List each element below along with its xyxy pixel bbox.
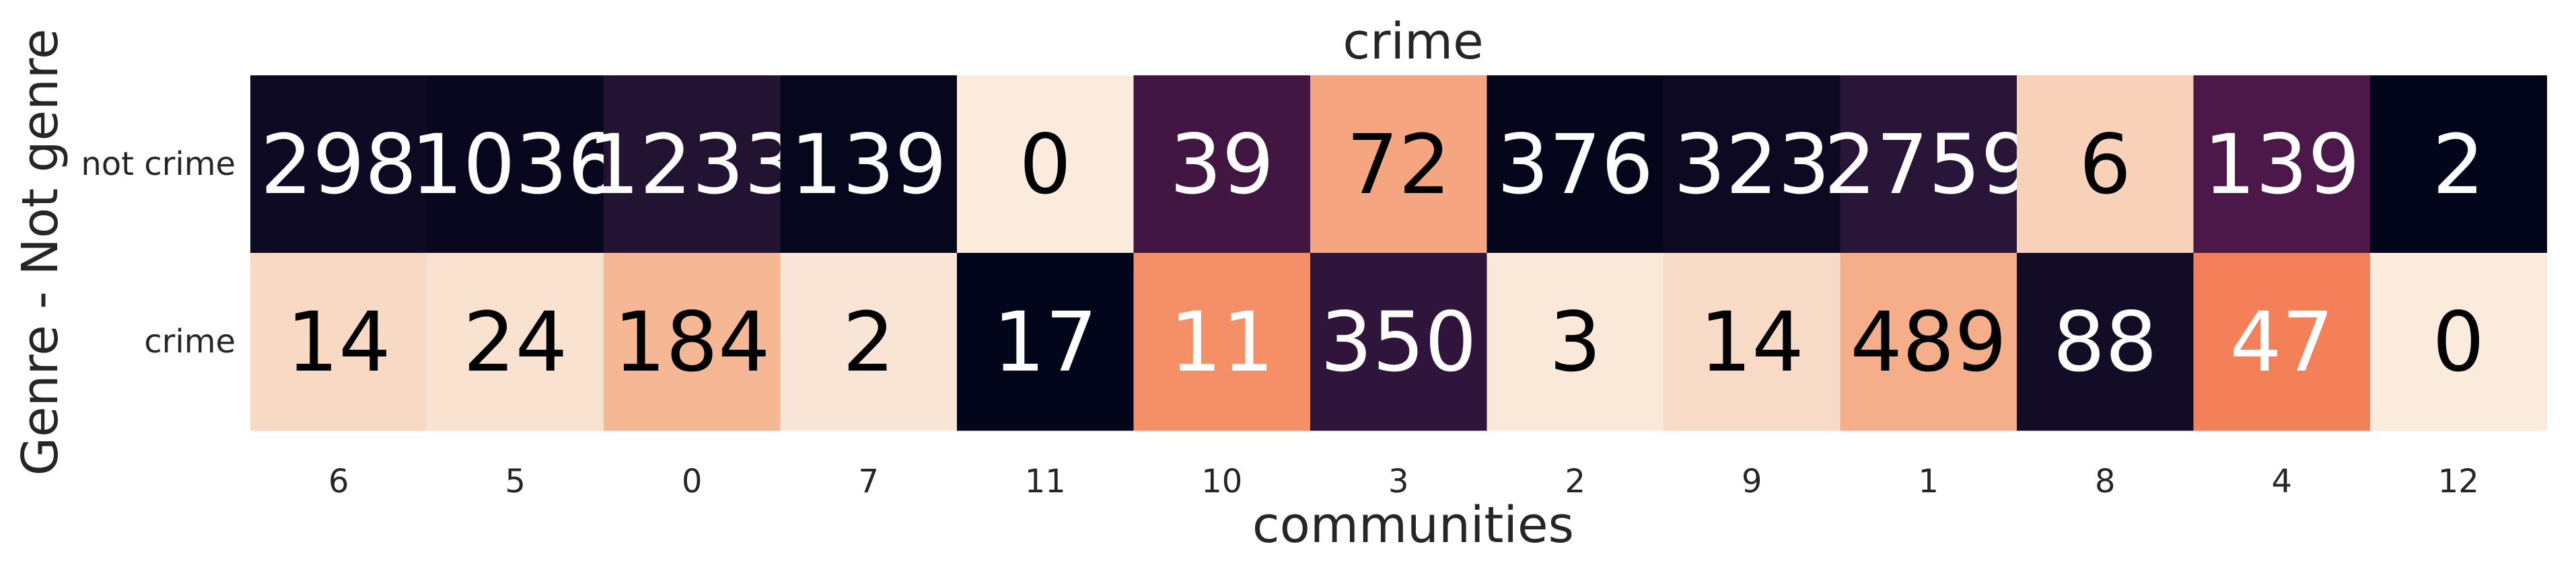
heatmap-cell	[1487, 75, 1664, 254]
cell-value-label: 298	[260, 117, 417, 213]
heatmap-cell	[957, 75, 1134, 254]
x-tick-label: 3	[1388, 463, 1409, 500]
heatmap-cells: 2981410362412331841392017391172350376332…	[250, 75, 2547, 431]
x-tick-labels: 6 5 0 7 11 10 3 2 9 1 8 4 12	[328, 463, 2479, 500]
heatmap-cell	[2193, 253, 2371, 431]
heatmap-cell	[427, 253, 604, 431]
heatmap-cell	[1663, 75, 1840, 254]
x-tick-label: 1	[1918, 463, 1939, 500]
x-tick-label: 9	[1742, 463, 1762, 500]
x-tick-label: 7	[858, 463, 879, 500]
heatmap-cell	[1840, 75, 2017, 254]
x-tick-label: 2	[1565, 463, 1585, 500]
heatmap-cell	[957, 253, 1134, 431]
heatmap-cell	[427, 75, 604, 254]
y-axis-label: Genre - Not genre	[11, 29, 69, 476]
heatmap-cell	[2370, 75, 2547, 254]
cell-value-label: 47	[2229, 295, 2334, 390]
x-tick-label: 4	[2271, 463, 2292, 500]
cell-value-label: 139	[790, 117, 947, 213]
cell-value-label: 14	[1700, 295, 1804, 390]
heatmap-cell	[250, 75, 427, 254]
y-tick-labels: not crime crime	[81, 145, 236, 360]
cell-value-label: 11	[1170, 295, 1274, 390]
x-tick-label: 12	[2438, 463, 2479, 500]
chart-title: crime	[1343, 13, 1483, 71]
heatmap-cell	[780, 75, 958, 254]
heatmap-cell	[1310, 75, 1487, 254]
heatmap-cell	[2017, 75, 2194, 254]
heatmap-cell	[1840, 253, 2017, 431]
cell-value-label: 323	[1674, 117, 1830, 213]
cell-value-label: 2759	[1824, 117, 2033, 213]
y-tick-label: not crime	[81, 145, 236, 183]
cell-value-label: 3	[1549, 295, 1602, 390]
heatmap-cell	[604, 75, 781, 254]
cell-value-label: 1036	[411, 117, 620, 213]
cell-value-label: 184	[614, 295, 771, 390]
x-tick-label: 8	[2095, 463, 2116, 500]
x-tick-label: 0	[682, 463, 703, 500]
cell-value-label: 0	[1019, 117, 1071, 213]
cell-value-label: 72	[1347, 117, 1451, 213]
cell-value-label: 350	[1320, 295, 1477, 390]
heatmap-cell	[2193, 75, 2371, 254]
heatmap-cell	[1133, 75, 1311, 254]
heatmap-cell	[1487, 253, 1664, 431]
cell-value-label: 376	[1497, 117, 1653, 213]
cell-value-label: 17	[993, 295, 1098, 390]
cell-value-label: 1233	[587, 117, 796, 213]
x-tick-label: 10	[1201, 463, 1242, 500]
heatmap-cell	[250, 253, 427, 431]
x-tick-label: 6	[328, 463, 349, 500]
x-axis-label: communities	[1252, 496, 1574, 554]
cell-value-label: 0	[2432, 295, 2484, 390]
y-tick-label: crime	[144, 323, 236, 360]
cell-value-label: 6	[2079, 117, 2131, 213]
cell-value-label: 2	[2432, 117, 2484, 213]
heatmap-cell	[780, 253, 958, 431]
heatmap-cell	[2370, 253, 2547, 431]
cell-value-label: 2	[843, 295, 895, 390]
cell-value-label: 489	[1850, 295, 2007, 390]
cell-value-label: 139	[2203, 117, 2360, 213]
cell-value-label: 39	[1170, 117, 1274, 213]
heatmap-cell	[604, 253, 781, 431]
heatmap-cell	[1663, 253, 1840, 431]
cell-value-label: 14	[287, 295, 391, 390]
cell-value-label: 88	[2053, 295, 2157, 390]
heatmap-cell	[1310, 253, 1487, 431]
x-tick-label: 11	[1025, 463, 1066, 500]
heatmap-cell	[1133, 253, 1311, 431]
x-tick-label: 5	[505, 463, 526, 500]
heatmap-cell	[2017, 253, 2194, 431]
cell-value-label: 24	[463, 295, 567, 390]
